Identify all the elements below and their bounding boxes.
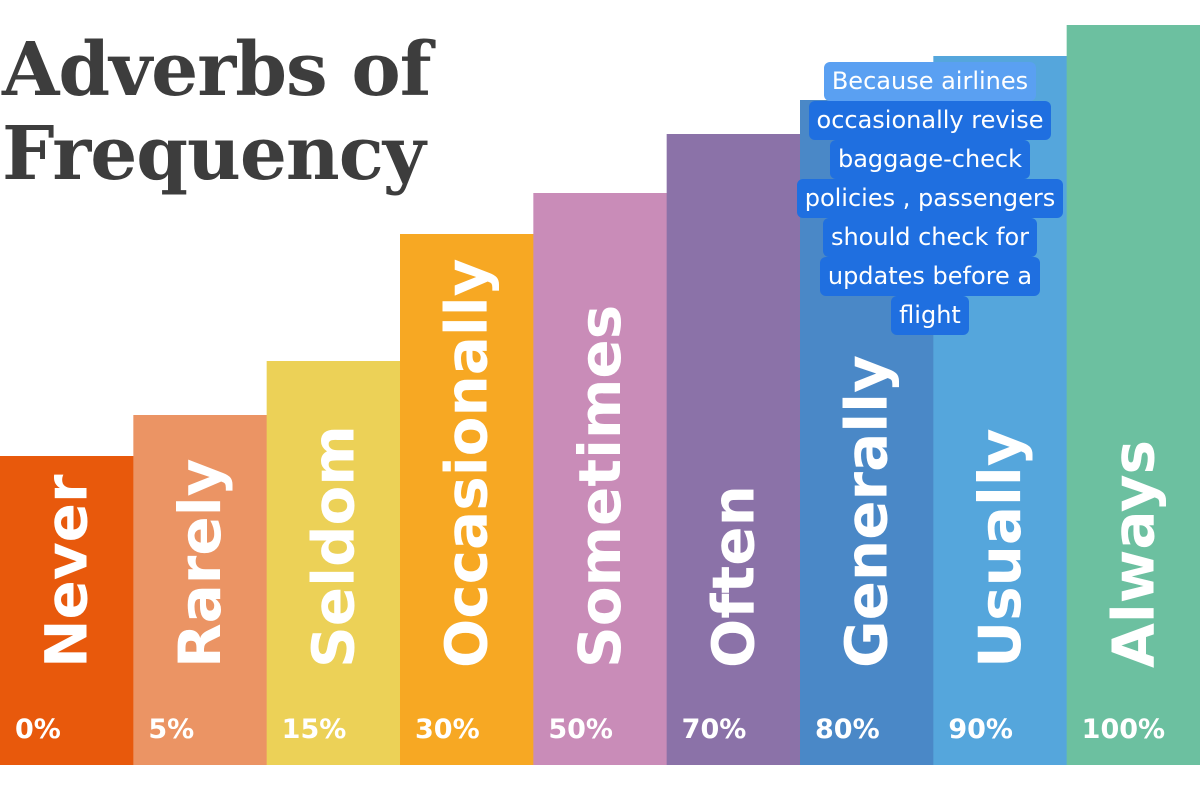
bar-label: Always <box>1099 440 1167 668</box>
bar-label: Seldom <box>299 425 367 668</box>
note-line: flight <box>790 296 1070 335</box>
bar-seldom <box>266 361 401 765</box>
chart-title-line-1: Adverbs of <box>2 27 432 113</box>
bar-label: Often <box>699 485 767 668</box>
bar-label: Occasionally <box>433 259 501 668</box>
chart-title: Adverbs of Frequency <box>2 27 432 197</box>
bar-label: Sometimes <box>566 305 634 668</box>
note-line: updates before a <box>790 257 1070 296</box>
bar-occasionally <box>400 234 534 765</box>
note-line: baggage-check <box>790 140 1070 179</box>
value-label: 90% <box>948 714 1013 745</box>
note-line: Because airlines <box>790 62 1070 101</box>
value-label: 15% <box>282 714 347 745</box>
bar-label: Rarely <box>166 459 234 668</box>
value-label: 5% <box>148 714 194 745</box>
value-label: 0% <box>15 714 61 745</box>
value-label: 70% <box>682 714 747 745</box>
note-line: should check for <box>790 218 1070 257</box>
bar-rarely <box>133 415 268 765</box>
bar-never <box>0 456 134 765</box>
note-line: occasionally revise <box>790 101 1070 140</box>
value-label: 30% <box>415 714 480 745</box>
value-label: 100% <box>1082 714 1165 745</box>
bar-sometimes <box>533 193 668 765</box>
bar-label: Usually <box>966 428 1034 668</box>
note-line: policies , passengers <box>790 179 1070 218</box>
bar-often <box>666 134 801 765</box>
bar-label: Generally <box>833 355 901 668</box>
value-label: 50% <box>548 714 613 745</box>
bar-label: Never <box>33 474 101 668</box>
chart-title-line-2: Frequency <box>2 111 426 197</box>
annotation-note: Because airlines occasionally revise bag… <box>790 56 1070 346</box>
bar-always <box>1066 25 1200 765</box>
value-label: 80% <box>815 714 880 745</box>
